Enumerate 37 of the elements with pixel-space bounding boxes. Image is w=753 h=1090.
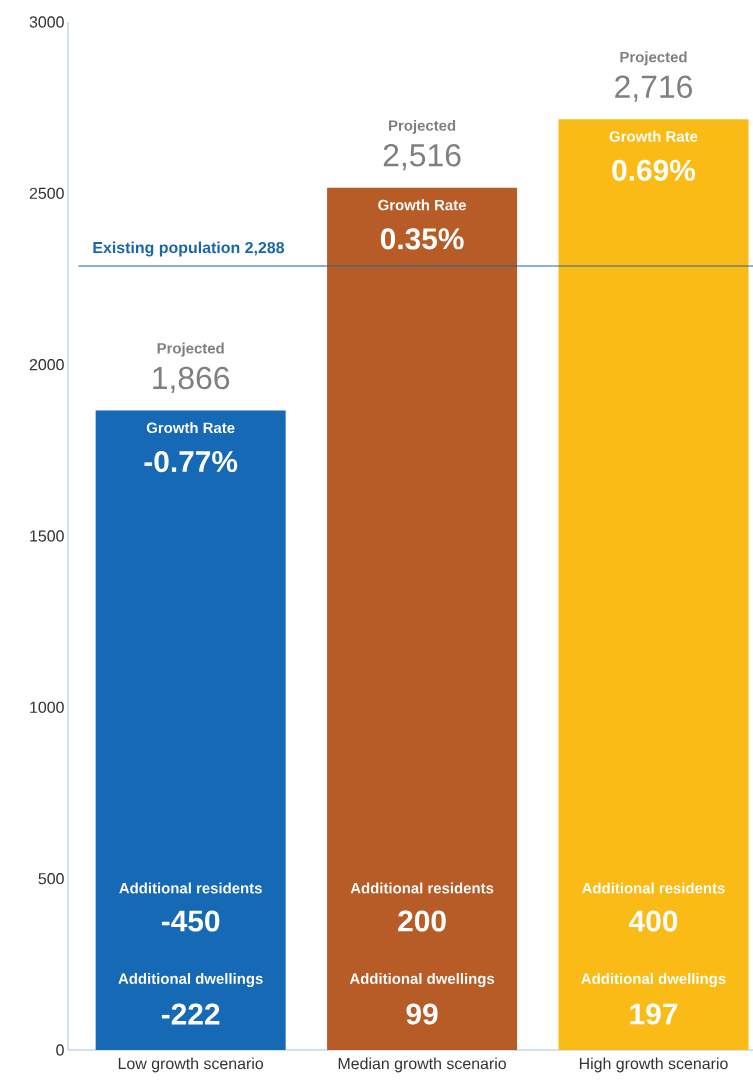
y-tick-label: 500 (38, 873, 64, 885)
annotation: 0.69% (612, 159, 696, 181)
bar (327, 187, 518, 1050)
annotation: Growth Rate (146, 422, 235, 434)
annotation: 197 (630, 1003, 678, 1025)
ref-line-label: Existing population 2,288 (93, 241, 285, 257)
annotation: Additional residents (350, 882, 494, 894)
y-tick-label: 2500 (29, 187, 64, 199)
y-tick-label: 1000 (30, 701, 64, 713)
y-tick-label: 3000 (29, 16, 64, 28)
annotation: -222 (161, 1003, 220, 1025)
annotation: Growth Rate (609, 130, 698, 142)
annotation: Additional dwellings (118, 973, 263, 987)
annotation: -0.77% (144, 450, 238, 473)
annotation: 400 (629, 910, 678, 932)
y-tick-label: 2000 (29, 359, 64, 371)
annotation: Projected (157, 342, 224, 357)
annotation: Projected (620, 51, 687, 66)
annotation: Growth Rate (378, 199, 466, 211)
data-label: 1,866 (153, 366, 230, 394)
data-label: 2,716 (615, 75, 692, 102)
annotation: Additional dwellings (349, 973, 495, 987)
annotation: Additional residents (119, 882, 262, 894)
data-label: 2,516 (383, 144, 461, 171)
annotation: Additional dwellings (581, 973, 726, 987)
annotation: 99 (406, 1003, 438, 1025)
x-tick-label: High growth scenario (579, 1057, 728, 1073)
y-tick-label: 1500 (30, 530, 64, 542)
annotation: 200 (398, 910, 446, 932)
bar (558, 119, 749, 1050)
x-tick-label: Low growth scenario (118, 1057, 264, 1073)
annotation: Projected (389, 119, 456, 134)
annotation: Additional residents (582, 882, 725, 894)
annotation: -450 (161, 910, 220, 932)
annotation: 0.35% (380, 228, 464, 250)
y-tick-label: 0 (56, 1044, 64, 1056)
x-tick-label: Median growth scenario (338, 1057, 506, 1073)
